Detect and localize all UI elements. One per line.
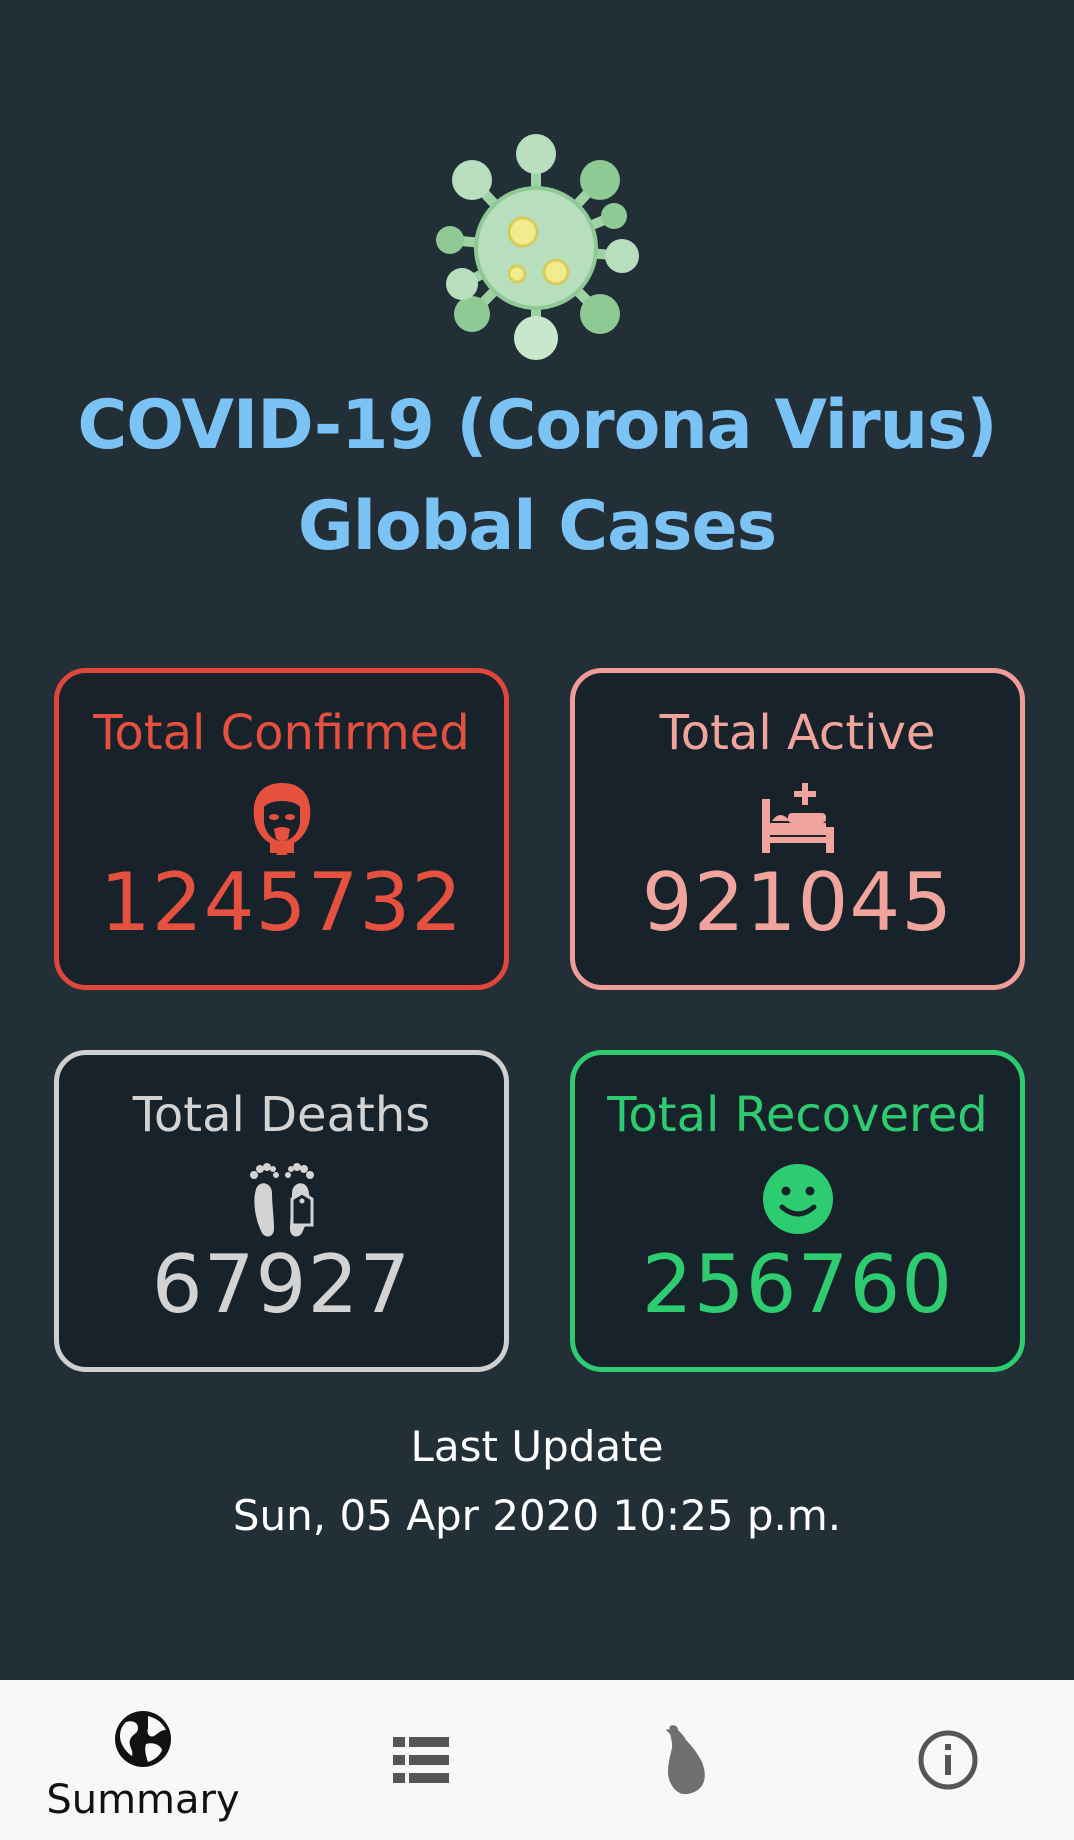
card-label: Total Deaths bbox=[132, 1087, 431, 1143]
card-value: 67927 bbox=[151, 1238, 412, 1331]
last-update-value: Sun, 05 Apr 2020 10:25 p.m. bbox=[232, 1491, 842, 1540]
card-total-active: Total Active 921045 bbox=[570, 668, 1025, 990]
list-icon bbox=[393, 1737, 449, 1783]
nav-item-sri-lanka[interactable] bbox=[586, 1680, 786, 1840]
nav-item-list[interactable] bbox=[321, 1680, 521, 1840]
page-subtitle: Global Cases bbox=[297, 487, 777, 566]
card-value: 256760 bbox=[641, 1238, 954, 1331]
card-label: Total Active bbox=[659, 705, 936, 761]
card-label: Total Recovered bbox=[607, 1087, 988, 1143]
smiley-face-icon bbox=[762, 1164, 833, 1234]
nav-item-label: Summary bbox=[46, 1777, 240, 1823]
hospital-bed-icon bbox=[761, 783, 834, 853]
page-title: COVID-19 (Corona Virus) bbox=[77, 386, 997, 465]
sick-person-mask-icon bbox=[253, 783, 310, 855]
feet-tag-icon bbox=[249, 1163, 314, 1237]
card-total-confirmed: Total Confirmed 1245732 bbox=[54, 668, 509, 990]
nav-item-summary[interactable]: Summary bbox=[43, 1680, 243, 1840]
globe-icon bbox=[115, 1711, 171, 1767]
virus-icon bbox=[436, 134, 639, 360]
card-value: 921045 bbox=[641, 856, 954, 949]
card-total-recovered: Total Recovered 256760 bbox=[570, 1050, 1025, 1372]
last-update-label: Last Update bbox=[410, 1422, 664, 1471]
card-label: Total Confirmed bbox=[93, 705, 470, 761]
info-icon bbox=[918, 1730, 978, 1790]
card-value: 1245732 bbox=[99, 856, 464, 949]
bottom-navigation: Summary bbox=[0, 1680, 1074, 1840]
card-total-deaths: Total Deaths 67927 bbox=[54, 1050, 509, 1372]
nav-item-info[interactable] bbox=[848, 1680, 1048, 1840]
sri-lanka-map-icon bbox=[666, 1725, 705, 1795]
